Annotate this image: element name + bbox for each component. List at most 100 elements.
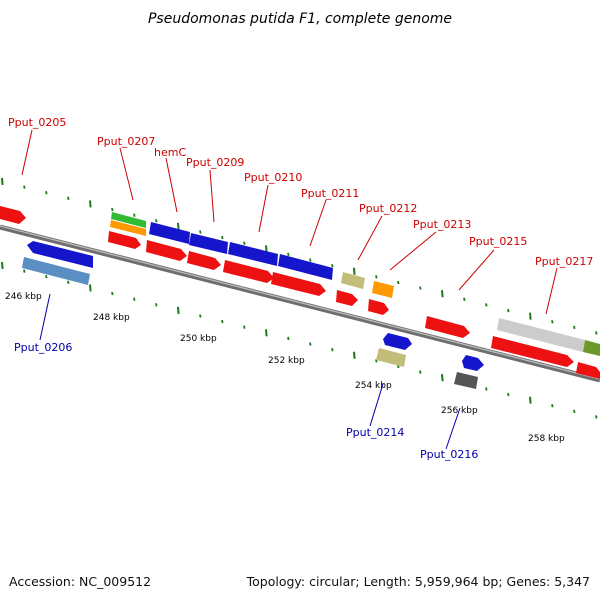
upper-tick <box>133 213 136 217</box>
feature-pput-0212-khaki[interactable] <box>341 272 365 289</box>
feature-pput-0217-cds[interactable] <box>491 336 574 367</box>
upper-tick <box>485 303 488 307</box>
gene-label-pput-0209[interactable]: Pput_0209 <box>186 156 244 169</box>
feature-pput-0205[interactable] <box>0 206 26 224</box>
upper-tick <box>331 263 334 268</box>
lower-tick <box>199 314 202 318</box>
scale-label-258: 258 kbp <box>528 434 565 444</box>
lower-tick <box>529 396 532 404</box>
upper-tick <box>551 320 554 324</box>
lower-tick <box>89 284 92 292</box>
topology-text: Topology: circular; Length: 5,959,964 bp… <box>246 574 590 589</box>
upper-tick <box>243 241 246 245</box>
feature-pput-0217-olive[interactable] <box>583 340 600 356</box>
lower-tick <box>507 392 510 397</box>
feature-pput-0214-blue[interactable] <box>383 333 412 350</box>
tick-track-lower <box>1 261 598 419</box>
map-title: Pseudomonas putida F1, complete genome <box>148 11 452 27</box>
feature-pput-0213-orange[interactable] <box>372 281 394 298</box>
feature-pput-0210-blue[interactable] <box>228 242 278 266</box>
feature-pput-0209-blue[interactable] <box>189 233 228 254</box>
feature-hemc-cds[interactable] <box>146 240 187 261</box>
gene-label-pput-0210[interactable]: Pput_0210 <box>244 171 302 184</box>
upper-tick <box>419 286 422 290</box>
accession-text: Accession: NC_009512 <box>9 574 152 589</box>
upper-tick <box>595 331 598 335</box>
feature-pput-0217-grey[interactable] <box>497 318 585 352</box>
upper-tick <box>375 275 378 279</box>
feature-pput-0211-blue[interactable] <box>278 254 333 280</box>
gene-label-pput-0206[interactable]: Pput_0206 <box>14 341 72 354</box>
upper-tick <box>221 235 224 240</box>
feature-pput-0210-cds[interactable] <box>223 260 274 283</box>
scale-labels: 246 kbp 248 kbp 250 kbp 252 kbp 254 kbp … <box>5 292 565 444</box>
lower-tick <box>1 261 4 270</box>
upper-tick <box>177 222 180 230</box>
feature-pput-0207-orange[interactable] <box>110 220 146 236</box>
lower-tick <box>177 306 180 314</box>
feature-track <box>0 206 600 389</box>
feature-pput-0216-grey[interactable] <box>454 372 478 389</box>
upper-tick <box>309 258 312 262</box>
scale-label-254: 254 kbp <box>355 381 392 391</box>
feature-pput-0213-cds[interactable] <box>368 299 389 315</box>
lower-tick <box>67 280 70 285</box>
feature-pput-0206-blue[interactable] <box>27 241 93 268</box>
gene-label-pput-0213[interactable]: Pput_0213 <box>413 218 471 231</box>
gene-label-pput-0214[interactable]: Pput_0214 <box>346 426 404 439</box>
upper-tick <box>353 267 356 275</box>
feature-pput-0209-cds[interactable] <box>187 251 221 270</box>
feature-pput-0218-cds[interactable] <box>576 362 600 379</box>
lower-tick <box>551 404 554 408</box>
feature-pput-0207-cds[interactable] <box>108 231 141 249</box>
upper-tick <box>397 280 400 285</box>
upper-tick <box>463 297 466 301</box>
upper-tick <box>155 219 158 223</box>
lower-tick <box>287 336 290 341</box>
scale-label-248: 248 kbp <box>93 313 130 323</box>
scale-label-252: 252 kbp <box>268 356 305 366</box>
lower-tick <box>155 303 158 307</box>
gene-label-pput-0207[interactable]: Pput_0207 <box>97 135 155 148</box>
feature-pput-0216-blue[interactable] <box>462 355 484 371</box>
lower-tick <box>265 329 268 337</box>
lower-tick <box>595 415 598 419</box>
gene-label-pput-0215[interactable]: Pput_0215 <box>469 235 527 248</box>
feature-pput-0212-cds[interactable] <box>336 290 358 306</box>
upper-tick <box>67 196 70 201</box>
gene-label-hemc[interactable]: hemC <box>154 146 186 159</box>
feature-pput-0207-green[interactable] <box>111 212 146 228</box>
feature-pput-0206-steel[interactable] <box>22 257 90 285</box>
lower-tick <box>353 351 356 359</box>
upper-tick <box>441 290 444 298</box>
lower-tick <box>221 319 224 324</box>
upper-tick <box>89 200 92 208</box>
backbone <box>0 224 600 383</box>
tick-track-upper <box>1 177 598 335</box>
feature-pput-0215-cds[interactable] <box>425 316 470 338</box>
lower-tick <box>485 387 488 391</box>
lower-tick <box>111 291 114 296</box>
feature-hemc-blue[interactable] <box>149 222 190 244</box>
lower-tick <box>441 374 444 382</box>
upper-tick <box>287 252 290 257</box>
lower-tick <box>573 409 576 414</box>
gene-label-pput-0205[interactable]: Pput_0205 <box>8 116 66 129</box>
upper-tick <box>529 312 532 320</box>
gene-labels: Pput_0205 Pput_0206 Pput_0207 hemC Pput_… <box>8 116 593 461</box>
scale-label-246: 246 kbp <box>5 292 42 302</box>
upper-tick <box>573 325 576 330</box>
leader-lines <box>21 129 558 450</box>
upper-tick <box>199 230 202 234</box>
lower-tick <box>309 342 312 346</box>
lower-tick <box>45 275 48 279</box>
lower-tick <box>243 325 246 329</box>
gene-label-pput-0216[interactable]: Pput_0216 <box>420 448 478 461</box>
gene-label-pput-0211[interactable]: Pput_0211 <box>301 187 359 200</box>
feature-pput-0214-khaki[interactable] <box>376 348 406 367</box>
lower-tick <box>419 370 422 374</box>
gene-label-pput-0212[interactable]: Pput_0212 <box>359 202 417 215</box>
gene-label-pput-0217[interactable]: Pput_0217 <box>535 255 593 268</box>
feature-pput-0211-cds[interactable] <box>271 272 326 296</box>
